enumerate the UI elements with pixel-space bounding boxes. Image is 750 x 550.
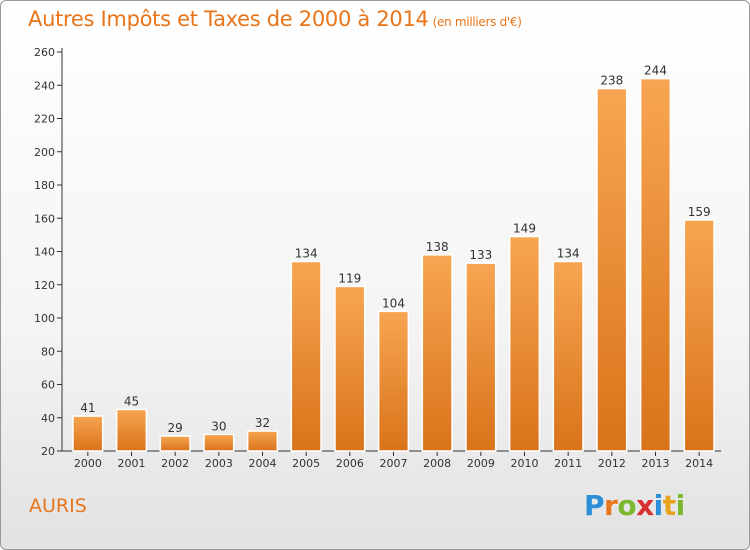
data-label: 159	[688, 205, 711, 219]
data-label: 134	[295, 246, 318, 260]
bar	[465, 262, 497, 452]
bar	[377, 310, 410, 452]
bar	[508, 235, 541, 452]
y-tick-label: 220	[34, 113, 55, 126]
y-tick-label: 100	[34, 312, 55, 325]
data-label: 41	[80, 401, 95, 415]
chart-title: Autres Impôts et Taxes de 2000 à 2014 (en…	[28, 7, 522, 31]
x-tick-label: 2013	[642, 457, 670, 470]
x-tick-label: 2007	[380, 457, 408, 470]
bars	[72, 77, 715, 452]
bar	[552, 260, 584, 452]
data-label: 138	[426, 240, 449, 254]
bar	[246, 430, 279, 452]
bar	[421, 254, 453, 452]
bar	[683, 219, 715, 452]
y-tick-label: 160	[34, 212, 55, 225]
y-tick-label: 240	[34, 79, 55, 92]
data-label: 238	[600, 74, 623, 88]
y-tick-label: 200	[34, 146, 55, 159]
y-tick-label: 140	[34, 246, 55, 259]
bar	[639, 77, 672, 452]
x-tick-label: 2005	[292, 457, 320, 470]
bar	[72, 415, 104, 452]
bar	[159, 435, 191, 452]
y-tick-label: 180	[34, 179, 55, 192]
x-tick-label: 2014	[685, 457, 713, 470]
x-tick-label: 2003	[205, 457, 233, 470]
proxiti-logo: Proxiti	[584, 489, 685, 522]
logo-letter: o	[617, 489, 637, 522]
y-tick-label: 120	[34, 279, 55, 292]
data-label: 32	[255, 416, 270, 430]
x-tick-label: 2006	[336, 457, 364, 470]
place-name: AURIS	[29, 495, 87, 517]
data-label: 30	[211, 419, 226, 433]
x-tick-label: 2012	[598, 457, 626, 470]
data-label: 29	[168, 421, 183, 435]
data-label: 149	[513, 222, 536, 236]
bar	[203, 433, 235, 452]
logo-letter: i	[675, 489, 686, 522]
x-tick-label: 2004	[249, 457, 277, 470]
bar	[290, 260, 322, 452]
data-label: 244	[644, 64, 667, 78]
data-label: 119	[338, 271, 361, 285]
data-label: 45	[124, 394, 139, 408]
data-label: 104	[382, 296, 405, 310]
y-tick-label: 60	[41, 379, 55, 392]
logo-letter: x	[636, 489, 654, 522]
logo-letter: i	[653, 489, 664, 522]
logo-letter: P	[584, 489, 605, 522]
chart-title-text: Autres Impôts et Taxes de 2000 à 2014	[28, 7, 429, 31]
logo-letter: r	[604, 489, 618, 522]
x-tick-label: 2002	[161, 457, 189, 470]
chart-subtitle: (en milliers d'€)	[432, 15, 522, 29]
x-tick-label: 2011	[554, 457, 582, 470]
bar	[596, 87, 628, 452]
axes: 20 40 60 80 100 120 140 160 180 200 220 240 260 2000 2…	[34, 46, 721, 470]
bar	[115, 408, 148, 452]
x-tick-label: 2009	[467, 457, 495, 470]
data-labels: 41 45 29 30 32 134 119 104 138 133 149 134 238 244 159	[80, 64, 710, 435]
x-tick-label: 2010	[511, 457, 539, 470]
x-tick-label: 2000	[74, 457, 102, 470]
y-tick-label: 40	[41, 412, 55, 425]
y-tick-label: 20	[41, 445, 55, 458]
y-tick-label: 80	[41, 345, 55, 358]
data-label: 133	[469, 248, 492, 262]
x-tick-label: 2008	[423, 457, 451, 470]
bar	[334, 285, 366, 452]
y-tick-label: 260	[34, 46, 55, 59]
x-tick-label: 2001	[118, 457, 146, 470]
logo-letter: t	[662, 489, 676, 522]
data-label: 134	[557, 246, 580, 260]
